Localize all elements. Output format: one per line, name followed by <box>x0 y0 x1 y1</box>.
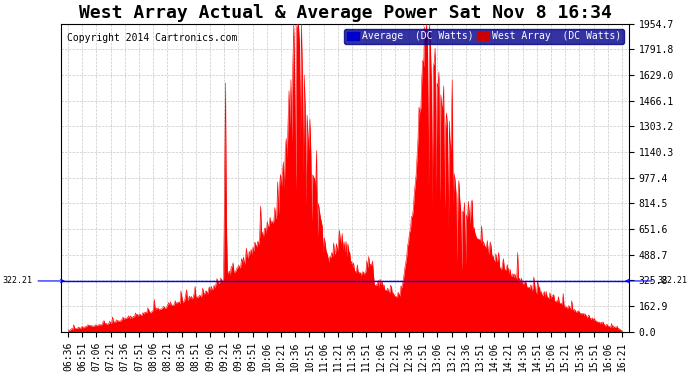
Text: Copyright 2014 Cartronics.com: Copyright 2014 Cartronics.com <box>67 33 237 43</box>
Text: 322.21: 322.21 <box>3 276 64 285</box>
Legend: Average  (DC Watts), West Array  (DC Watts): Average (DC Watts), West Array (DC Watts… <box>344 28 624 44</box>
Title: West Array Actual & Average Power Sat Nov 8 16:34: West Array Actual & Average Power Sat No… <box>79 4 611 22</box>
Text: 322.21: 322.21 <box>626 276 687 285</box>
